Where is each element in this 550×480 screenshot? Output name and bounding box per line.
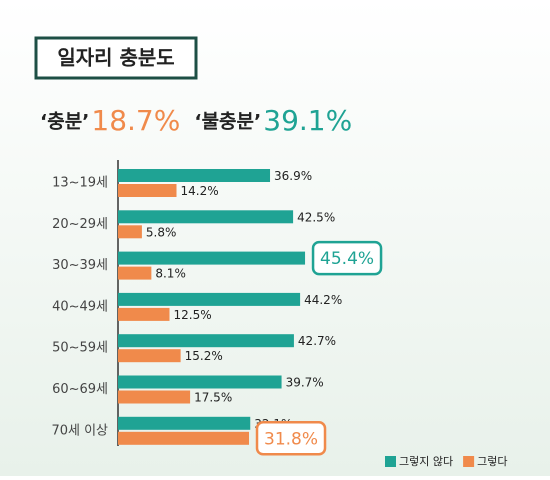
bar: [118, 210, 294, 224]
summary-value: 18.7%: [91, 104, 180, 137]
bar: [118, 184, 177, 197]
bar: [118, 375, 282, 389]
bar: [118, 349, 181, 363]
title-box: [34, 36, 198, 80]
bar: [118, 292, 301, 306]
value-label: 5.8%: [146, 225, 177, 239]
y-tick-label: 70세 이상: [51, 423, 108, 438]
y-tick-label: 13~19세: [52, 176, 108, 191]
value-label: 42.7%: [298, 334, 336, 348]
summary-value: 39.1%: [263, 104, 352, 137]
chart-title: 일자리 충분도: [57, 46, 174, 70]
bar: [118, 416, 251, 430]
value-label: 31.8%: [264, 429, 318, 449]
value-label: 14.2%: [181, 184, 219, 198]
y-tick-label: 20~29세: [52, 217, 108, 232]
value-label: 12.5%: [174, 308, 212, 322]
legend-swatch: [463, 456, 475, 467]
y-tick-label: 30~39세: [52, 258, 108, 273]
bar: [118, 307, 170, 321]
value-label: 42.5%: [297, 210, 335, 224]
value-label: 36.9%: [274, 169, 312, 183]
value-label: 45.4%: [320, 249, 374, 269]
legend-label: 그렇다: [477, 455, 507, 468]
y-tick-label: 40~49세: [52, 299, 108, 314]
summary-label: ‘불충분’: [194, 111, 261, 133]
bar: [118, 390, 191, 404]
bar: [118, 251, 306, 265]
value-label: 44.2%: [304, 293, 342, 307]
y-tick-label: 60~69세: [52, 382, 108, 397]
bar: [118, 225, 142, 239]
highlight-box: [311, 240, 383, 276]
value-label: 8.1%: [155, 267, 186, 281]
bar: [118, 266, 152, 280]
bar: [118, 169, 271, 182]
value-label: 39.7%: [286, 376, 324, 390]
y-tick-label: 50~59세: [52, 341, 108, 356]
bar: [118, 334, 294, 348]
summary-label: ‘충분’: [40, 111, 89, 133]
legend-swatch: [385, 456, 396, 467]
bar: [118, 431, 250, 445]
legend-label: 그렇지 않다: [399, 455, 453, 468]
value-label: 15.2%: [185, 349, 223, 363]
value-label: 17.5%: [194, 391, 232, 405]
highlight-box: [255, 421, 327, 456]
